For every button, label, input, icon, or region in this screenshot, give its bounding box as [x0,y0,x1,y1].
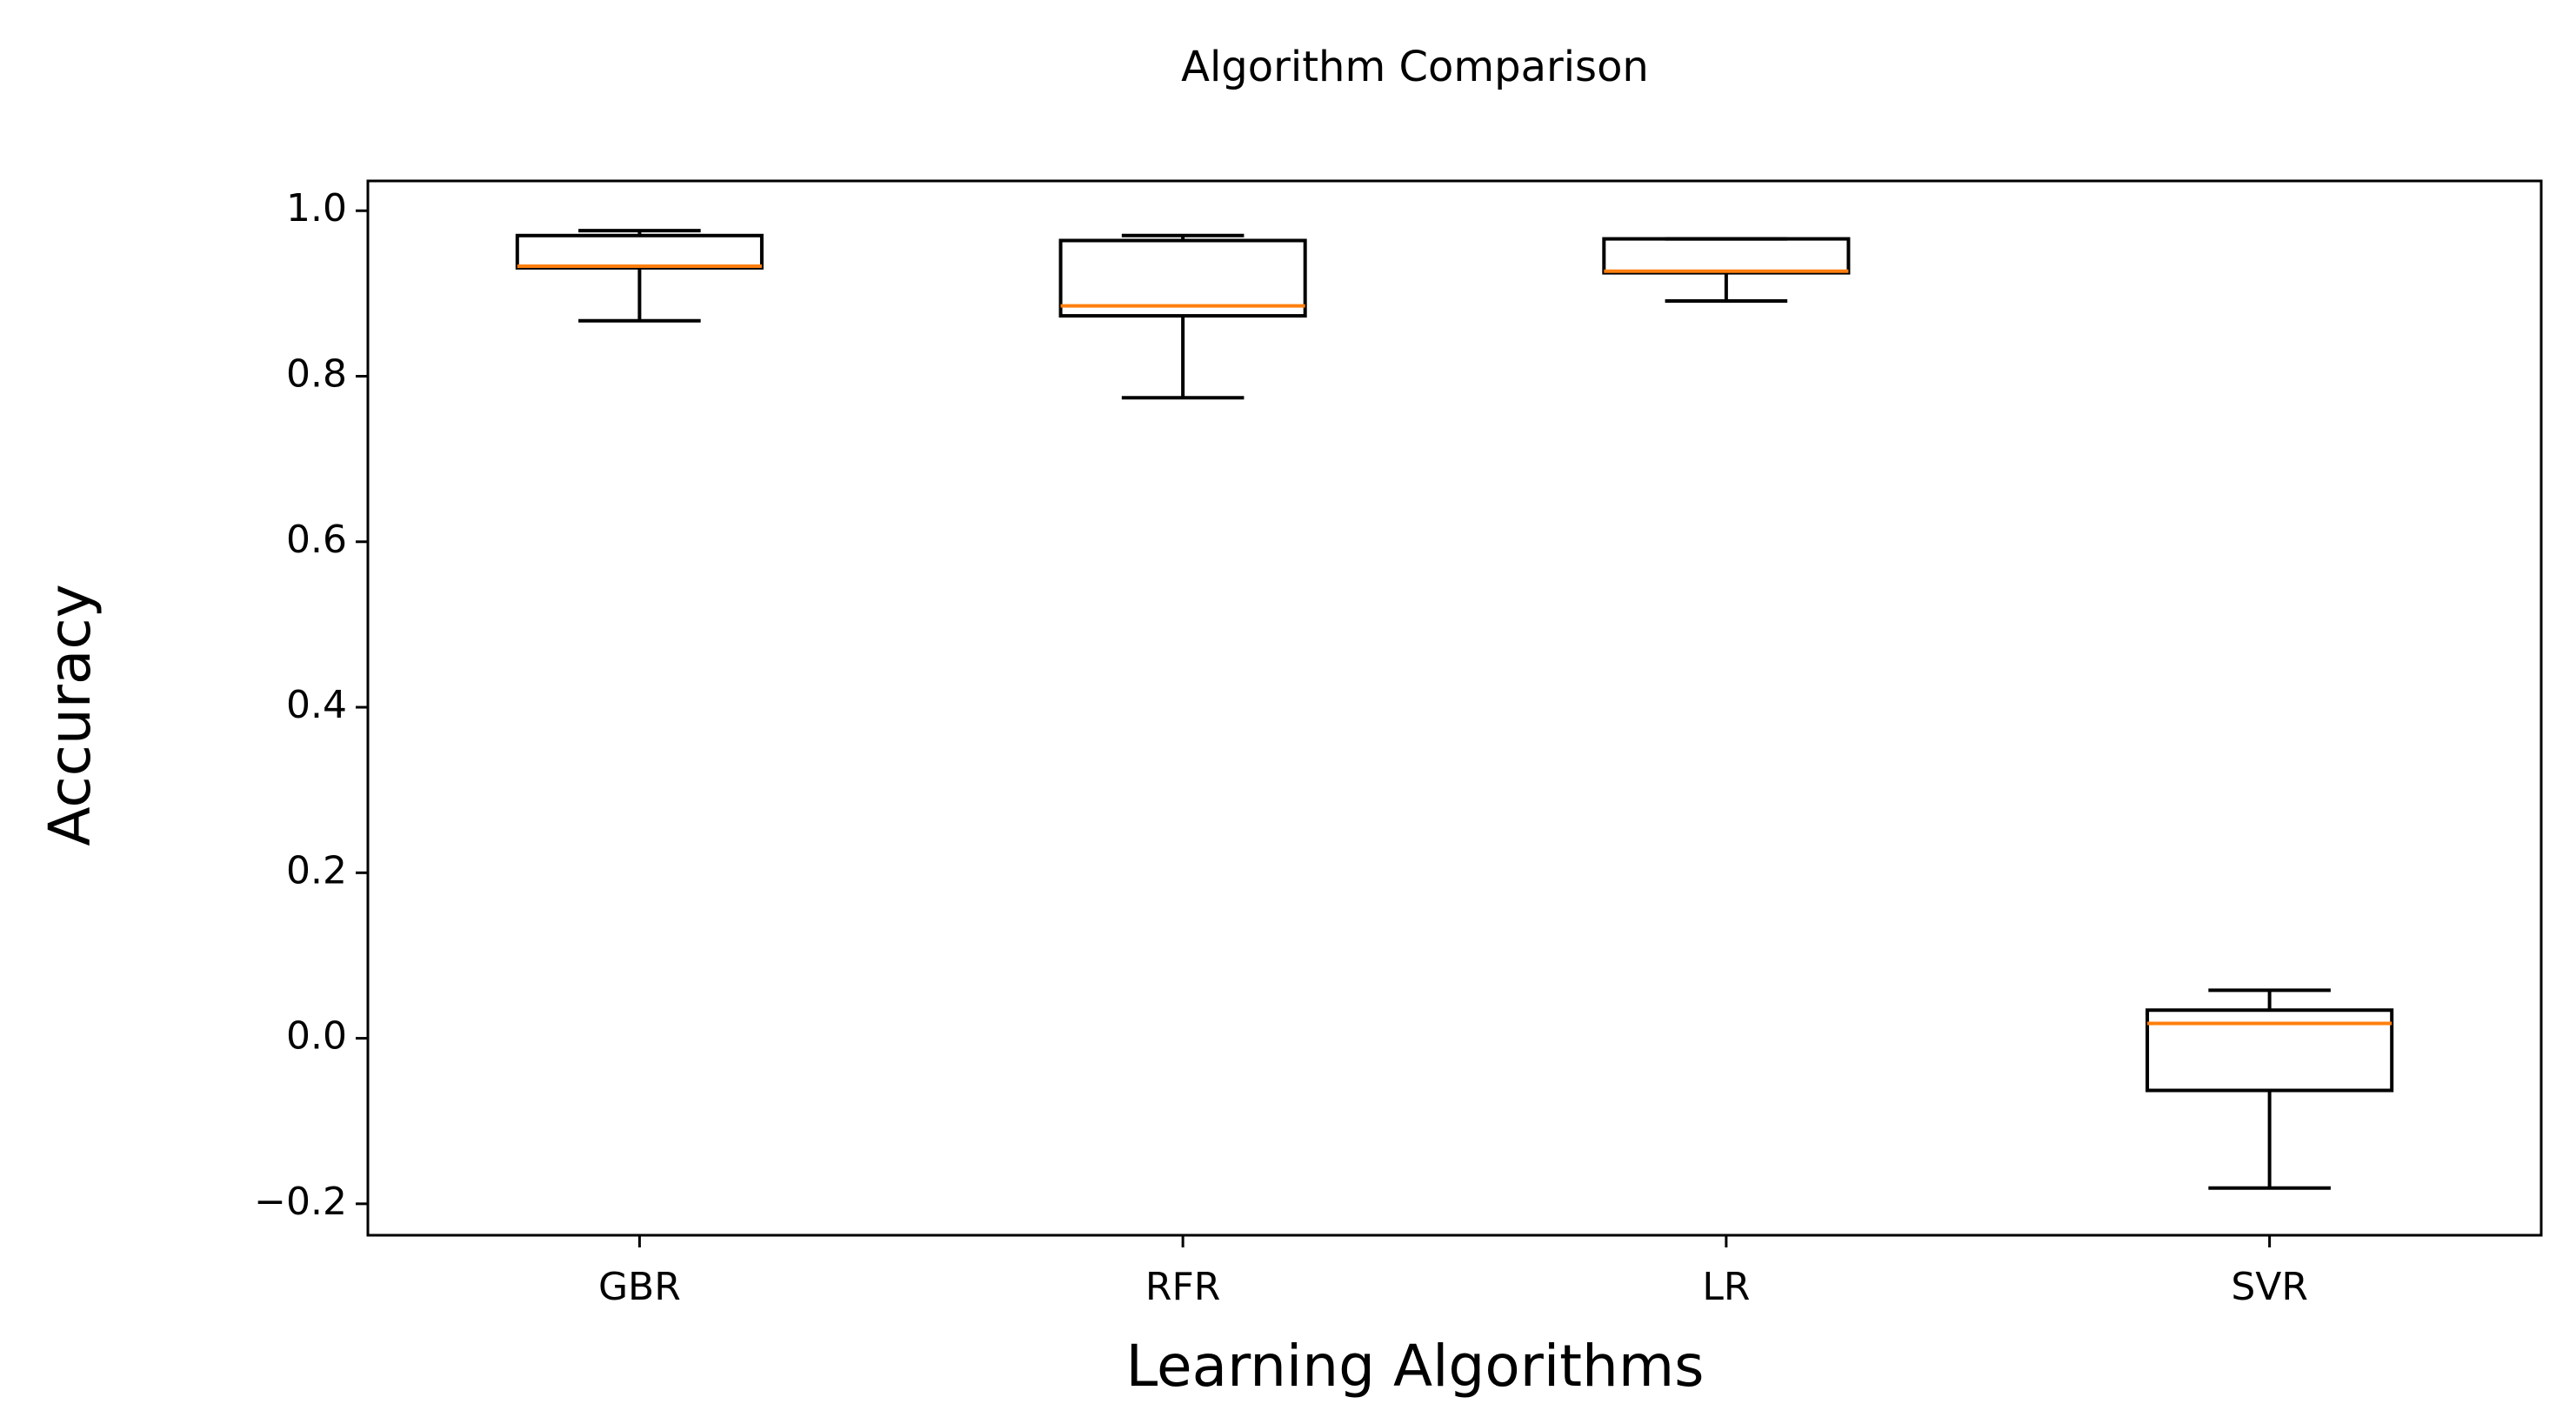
y-tick-label: −0.2 [254,1180,347,1224]
y-tick-label: 0.2 [286,848,347,893]
x-axis-label: Learning Algorithms [1125,1333,1704,1400]
plot-frame [366,179,2543,1237]
y-tick-label: 1.0 [286,186,347,231]
chart-title: Algorithm Comparison [1181,43,1649,91]
x-tick-label: RFR [1145,1265,1220,1309]
y-tick-label: 0.0 [286,1014,347,1059]
y-tick-label: 0.6 [286,518,347,562]
box [515,233,764,270]
x-tick-label: SVR [2231,1265,2308,1309]
x-tick-label: LR [1702,1265,1750,1309]
x-tick-label: GBR [598,1265,681,1309]
y-axis-label: Accuracy [37,584,103,846]
y-tick-label: 0.4 [286,683,347,727]
box [1058,238,1307,318]
y-tick-label: 0.8 [286,352,347,397]
box [1602,237,1851,275]
box [2146,1008,2394,1093]
